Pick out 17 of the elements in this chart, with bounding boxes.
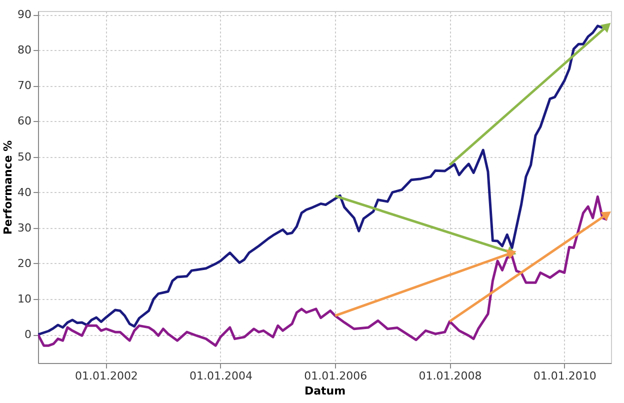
y-tick-label: 10 [18,292,32,306]
y-tick-label: 20 [18,256,32,270]
y-tick-label: 0 [24,328,32,342]
x-axis-title: Datum [304,384,346,398]
x-tick-label: 01.01.2006 [304,370,368,382]
x-tick-label: 01.01.2008 [418,370,482,382]
y-tick-label: 40 [18,186,32,199]
y-tick-label: 50 [18,150,32,164]
y-tick-label: 60 [18,114,32,128]
y-axis-title: Performance % [2,140,15,235]
x-tick-label: 01.01.2010 [533,370,596,382]
y-tick-label: 80 [18,44,32,57]
y-tick-label: 70 [18,79,32,92]
x-tick-label: 01.01.2002 [74,370,138,382]
y-tick-label: 90 [18,8,32,22]
y-tick-label: 30 [18,221,32,234]
x-tick-label: 01.01.2004 [189,370,252,382]
